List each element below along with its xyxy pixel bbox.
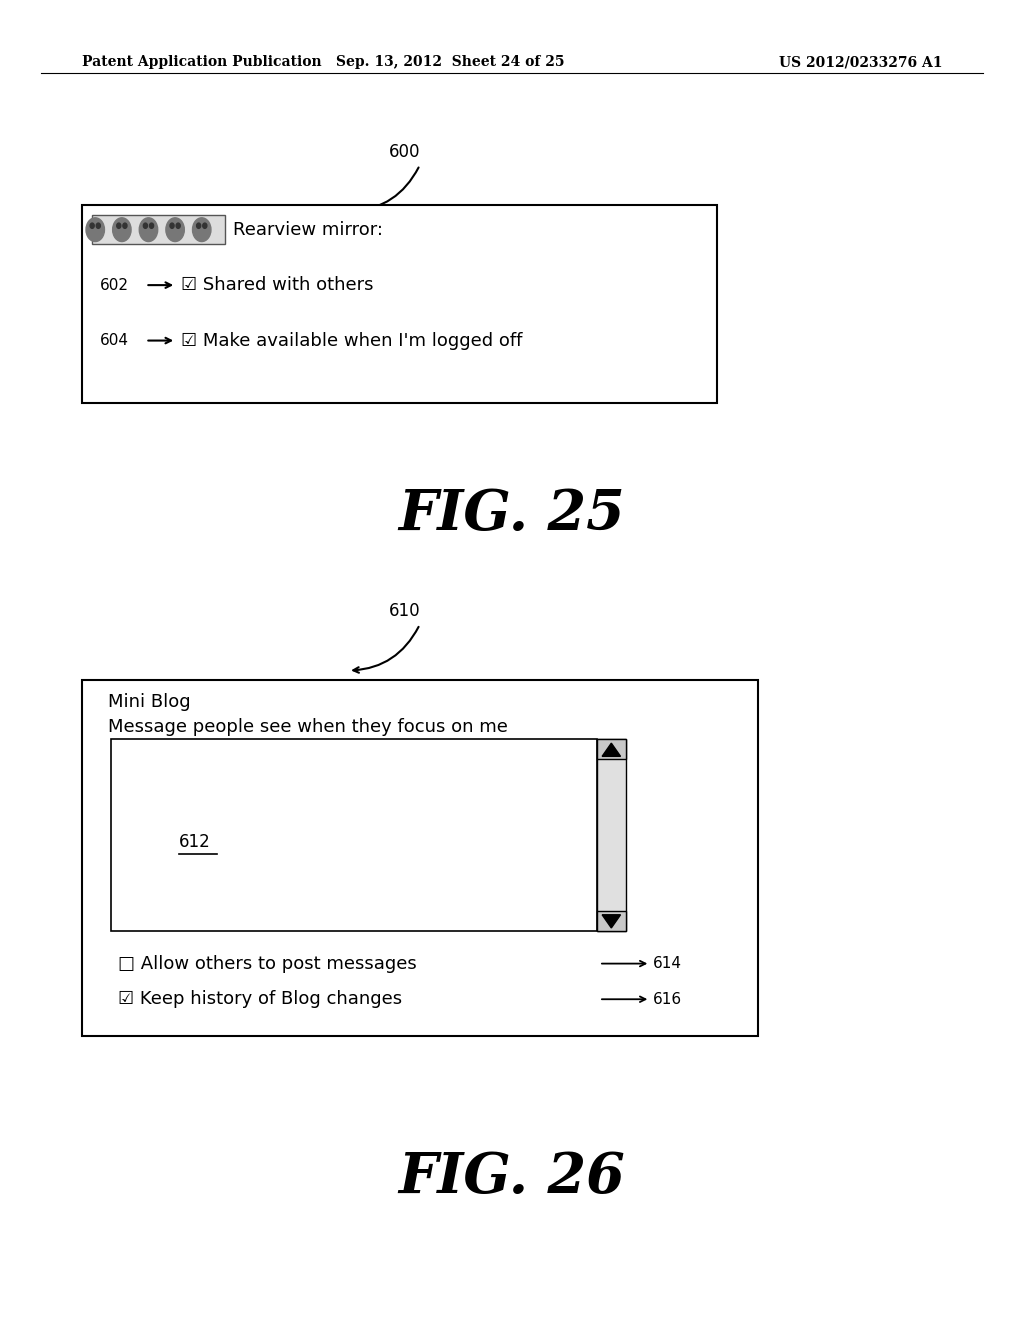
Circle shape <box>197 223 201 228</box>
Text: FIG. 25: FIG. 25 <box>398 487 626 543</box>
Circle shape <box>96 223 100 228</box>
Text: 604: 604 <box>100 333 129 348</box>
Circle shape <box>170 223 174 228</box>
Bar <box>111 739 597 931</box>
Text: 616: 616 <box>653 991 682 1007</box>
Text: US 2012/0233276 A1: US 2012/0233276 A1 <box>778 55 942 70</box>
Text: Mini Blog: Mini Blog <box>108 693 190 711</box>
Polygon shape <box>602 743 621 756</box>
Text: □ Allow others to post messages: □ Allow others to post messages <box>118 954 417 973</box>
Circle shape <box>90 223 94 228</box>
Bar <box>82 205 717 403</box>
Bar <box>82 680 758 1036</box>
Text: FIG. 26: FIG. 26 <box>398 1150 626 1205</box>
Circle shape <box>176 223 180 228</box>
Text: 612: 612 <box>179 833 211 851</box>
Circle shape <box>143 223 147 228</box>
Text: 600: 600 <box>389 143 421 161</box>
Bar <box>597 911 626 931</box>
Text: 602: 602 <box>100 277 129 293</box>
Text: Patent Application Publication: Patent Application Publication <box>82 55 322 70</box>
Bar <box>597 739 626 931</box>
Circle shape <box>203 223 207 228</box>
Text: ☑ Shared with others: ☑ Shared with others <box>181 276 374 294</box>
Circle shape <box>150 223 154 228</box>
Text: Rearview mirror:: Rearview mirror: <box>233 220 383 239</box>
Bar <box>597 739 626 759</box>
Circle shape <box>113 218 131 242</box>
Text: Message people see when they focus on me: Message people see when they focus on me <box>108 718 508 737</box>
Circle shape <box>86 218 104 242</box>
Text: ☑ Keep history of Blog changes: ☑ Keep history of Blog changes <box>118 990 401 1008</box>
Circle shape <box>166 218 184 242</box>
Text: 610: 610 <box>389 602 421 620</box>
Text: 614: 614 <box>653 956 682 972</box>
Circle shape <box>139 218 158 242</box>
Text: Sep. 13, 2012  Sheet 24 of 25: Sep. 13, 2012 Sheet 24 of 25 <box>336 55 565 70</box>
Bar <box>92 215 225 244</box>
Text: ☑ Make available when I'm logged off: ☑ Make available when I'm logged off <box>181 331 522 350</box>
Polygon shape <box>602 915 621 928</box>
Circle shape <box>117 223 121 228</box>
Circle shape <box>123 223 127 228</box>
Circle shape <box>193 218 211 242</box>
